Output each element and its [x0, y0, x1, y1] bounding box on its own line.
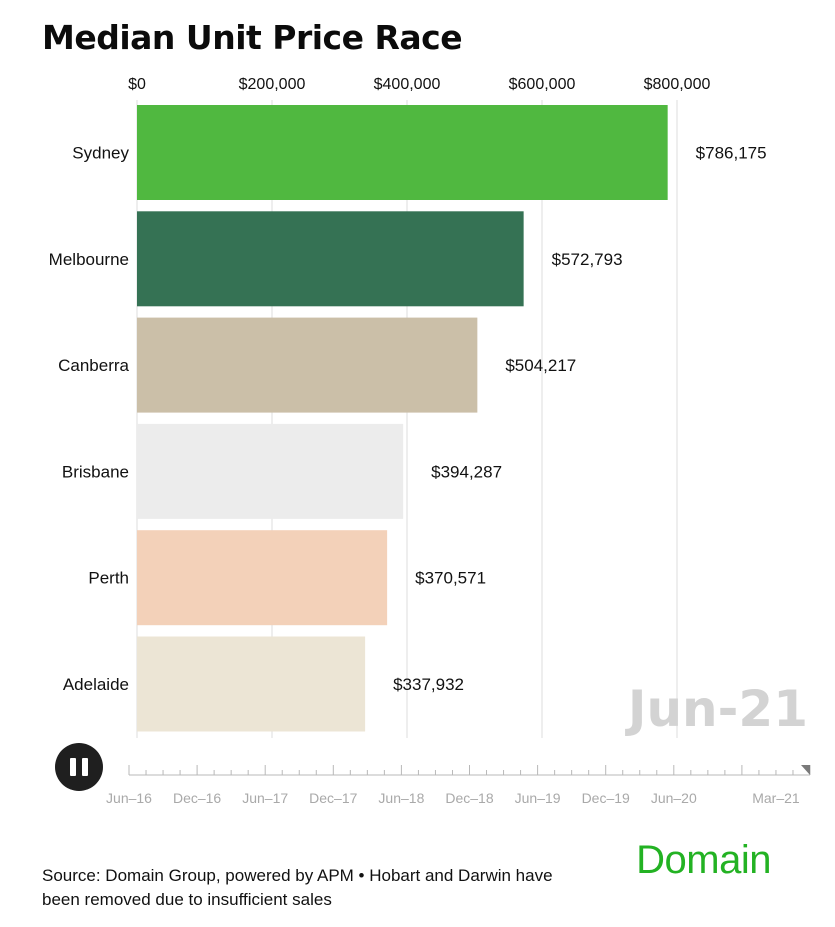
- category-label: Melbourne: [49, 250, 129, 269]
- bar-canberra: [137, 317, 478, 413]
- timeline-label: Dec–19: [582, 790, 630, 806]
- category-label: Canberra: [58, 356, 129, 375]
- timeline-label: Jun–18: [378, 790, 424, 806]
- timeline-label: Dec–18: [445, 790, 493, 806]
- pause-button[interactable]: [55, 743, 103, 791]
- timeline-label: Jun–19: [515, 790, 561, 806]
- gridlines: [136, 100, 678, 738]
- period-label: Jun-21: [625, 680, 808, 738]
- domain-logo: Domain: [636, 838, 771, 882]
- bar-sydney: [137, 105, 668, 200]
- timeline-label: Dec–17: [309, 790, 357, 806]
- timeline-handle[interactable]: [801, 765, 810, 775]
- category-labels: Sydney Melbourne Canberra Brisbane Perth Adel…: [49, 144, 130, 695]
- value-label: $786,175: [696, 144, 767, 163]
- x-tick-label: $0: [128, 76, 146, 93]
- category-label: Sydney: [72, 144, 129, 163]
- timeline-label: Jun–17: [242, 790, 288, 806]
- bars: [137, 105, 668, 732]
- category-label: Perth: [88, 569, 129, 588]
- category-label: Adelaide: [63, 675, 129, 694]
- pause-icon: [70, 758, 76, 776]
- x-tick-label: $800,000: [644, 76, 711, 93]
- chart-title: Median Unit Price Race: [42, 18, 463, 57]
- x-tick-label: $600,000: [509, 76, 576, 93]
- x-axis-ticks: $0 $200,000 $400,000 $600,000 $800,000: [128, 76, 710, 93]
- source-note: Source: Domain Group, powered by APM • H…: [42, 866, 553, 909]
- value-labels: $786,175 $572,793 $504,217 $394,287 $370,571…: [393, 144, 766, 695]
- value-label: $337,932: [393, 675, 464, 694]
- x-tick-label: $200,000: [239, 76, 306, 93]
- value-label: $394,287: [431, 462, 502, 481]
- value-label: $370,571: [415, 569, 486, 588]
- category-label: Brisbane: [62, 462, 129, 481]
- bar-perth: [137, 530, 388, 626]
- timeline-label: Mar–21: [752, 790, 800, 806]
- value-label: $504,217: [505, 356, 576, 375]
- timeline-label: Jun–16: [106, 790, 152, 806]
- timeline-slider[interactable]: Jun–16 Dec–16 Jun–17 Dec–17 Jun–18 Dec–18 Jun–…: [106, 765, 811, 806]
- value-label: $572,793: [552, 250, 623, 269]
- x-tick-label: $400,000: [374, 76, 441, 93]
- timeline-label: Dec–16: [173, 790, 221, 806]
- bar-melbourne: [137, 211, 524, 307]
- bar-adelaide: [137, 636, 366, 732]
- bar-chart: $0 $200,000 $400,000 $600,000 $800,000 Sydne…: [49, 76, 811, 806]
- timeline-label: Jun–20: [651, 790, 697, 806]
- pause-icon: [82, 758, 88, 776]
- bar-brisbane: [137, 423, 404, 519]
